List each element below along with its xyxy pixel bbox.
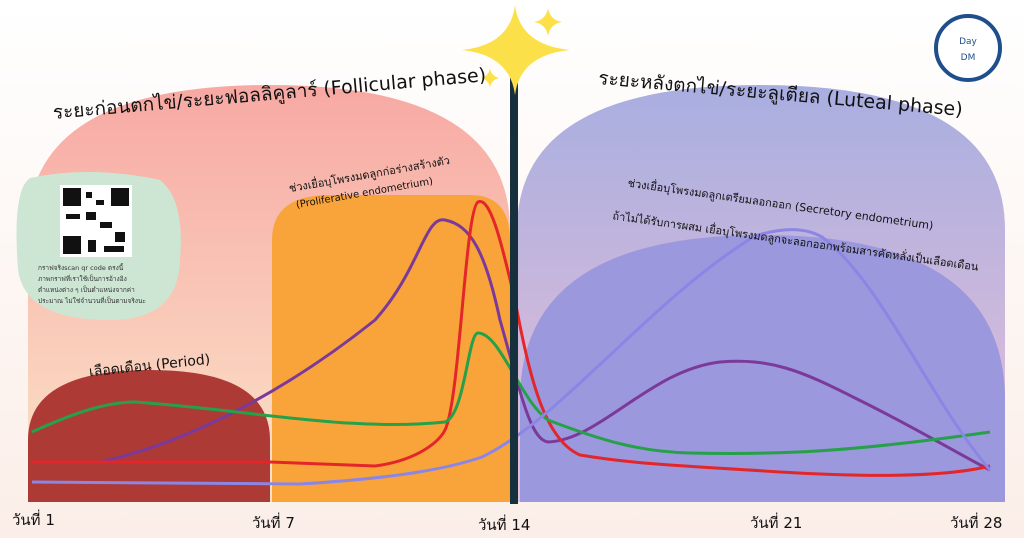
- period-area: [28, 370, 270, 502]
- secretory-area: [520, 235, 1005, 502]
- green-curve: [31, 331, 991, 456]
- sparkle: [481, 68, 499, 88]
- day-label: วันที่ 28: [950, 512, 1002, 532]
- ovulation-bar: [510, 72, 518, 504]
- qr-note-line: ประมาณ ไม่ใช่จำนวนที่เป็นตามจริงนะ: [38, 296, 146, 305]
- star: [462, 5, 570, 95]
- day-label: วันที่ 21: [750, 512, 802, 532]
- sparkle: [534, 8, 562, 36]
- proliferative-area: [272, 195, 510, 502]
- qr-pattern: [63, 188, 129, 254]
- red-curve: [32, 200, 991, 477]
- logo-text: DM: [961, 53, 976, 63]
- qr-note-line: กราฟจริงscan qr code ตรงนี้: [38, 263, 124, 272]
- day-label: วันที่ 1: [12, 509, 55, 529]
- day-label: วันที่ 7: [252, 512, 295, 532]
- day-label: วันที่ 14: [478, 514, 530, 534]
- logo-text: Day: [959, 37, 977, 47]
- day-labels: วันที่ 1 วันที่ 7 วันที่ 14 วันที่ 21 วั…: [12, 509, 1002, 534]
- qr-note-line: ภาพกราฟที่เราใช้เป็นการอ้างอิง: [38, 274, 127, 283]
- logo: [934, 14, 1002, 82]
- qr-note-line: ตำแหน่งต่าง ๆ เป็นตำแหน่งจากค่า: [38, 285, 135, 294]
- blue-curve: [31, 228, 992, 486]
- purple-curve: [32, 218, 991, 472]
- qr-note: กราฟจริงscan qr code ตรงนี้ ภาพกราฟที่เร…: [38, 263, 146, 305]
- hormone-curves: [31, 200, 992, 486]
